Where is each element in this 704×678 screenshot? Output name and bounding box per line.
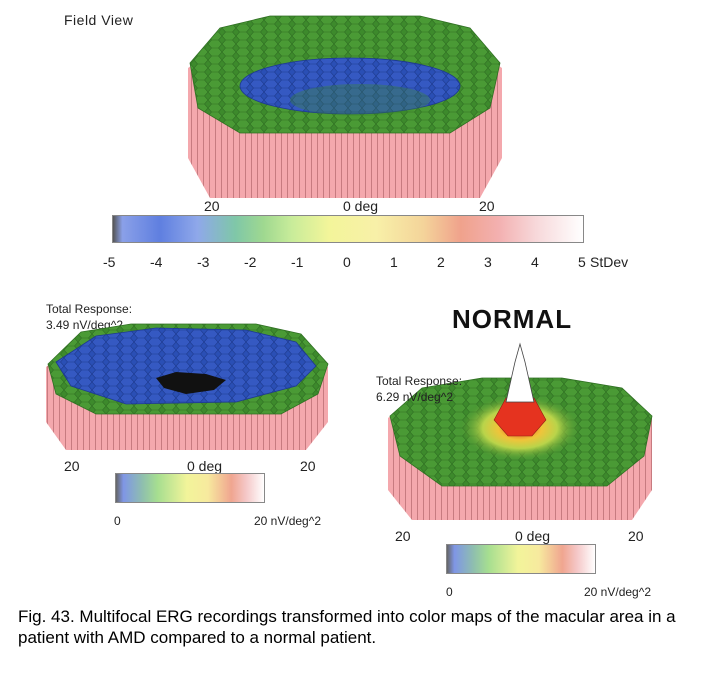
- stdev-tick: -2: [244, 254, 257, 270]
- normal-axis-right: 20: [628, 528, 644, 544]
- amd-color-scale: [115, 473, 265, 503]
- amd-axis-right: 20: [300, 458, 316, 474]
- amd-scale-min: 0: [114, 514, 121, 528]
- stdev-unit-label: StDev: [590, 254, 629, 270]
- stdev-tick: 2: [437, 254, 445, 270]
- amd-total-response-label: Total Response:: [46, 302, 133, 316]
- normal-axis-center: 0 deg: [515, 528, 551, 544]
- field-view-axis-left: 20: [204, 198, 220, 214]
- field-view-surface-plot: [188, 15, 502, 198]
- stdev-scale-ticks: -5 -4 -3 -2 -1 0 1 2 3 4 5: [103, 254, 603, 272]
- amd-axis-center: 0 deg: [187, 458, 223, 474]
- normal-scale-max: 20 nV/deg^2: [584, 585, 652, 599]
- stdev-tick: 3: [484, 254, 492, 270]
- normal-total-response-value: 6.29 nV/deg^2: [376, 390, 454, 404]
- stdev-tick: 4: [531, 254, 539, 270]
- stdev-tick: 5: [578, 254, 586, 270]
- field-view-axis-right: 20: [479, 198, 495, 214]
- stdev-color-scale: [112, 215, 584, 243]
- normal-total-response-label: Total Response:: [376, 374, 463, 388]
- normal-axis-left: 20: [395, 528, 411, 544]
- stdev-tick: 0: [343, 254, 351, 270]
- figure-caption: Fig. 43. Multifocal ERG recordings trans…: [18, 607, 676, 647]
- normal-heading: NORMAL: [452, 304, 573, 334]
- stdev-tick: -1: [291, 254, 304, 270]
- amd-surface-plot: [46, 323, 329, 450]
- stdev-tick: -5: [103, 254, 116, 270]
- field-view-title: Field View: [64, 12, 134, 28]
- normal-surface-plot: [388, 342, 653, 520]
- normal-color-scale: [446, 544, 596, 574]
- normal-scale-min: 0: [446, 585, 453, 599]
- amd-scale-max: 20 nV/deg^2: [254, 514, 322, 528]
- amd-axis-left: 20: [64, 458, 80, 474]
- field-view-axis-center: 0 deg: [343, 198, 379, 214]
- stdev-tick: -3: [197, 254, 210, 270]
- stdev-tick: -4: [150, 254, 163, 270]
- stdev-tick: 1: [390, 254, 398, 270]
